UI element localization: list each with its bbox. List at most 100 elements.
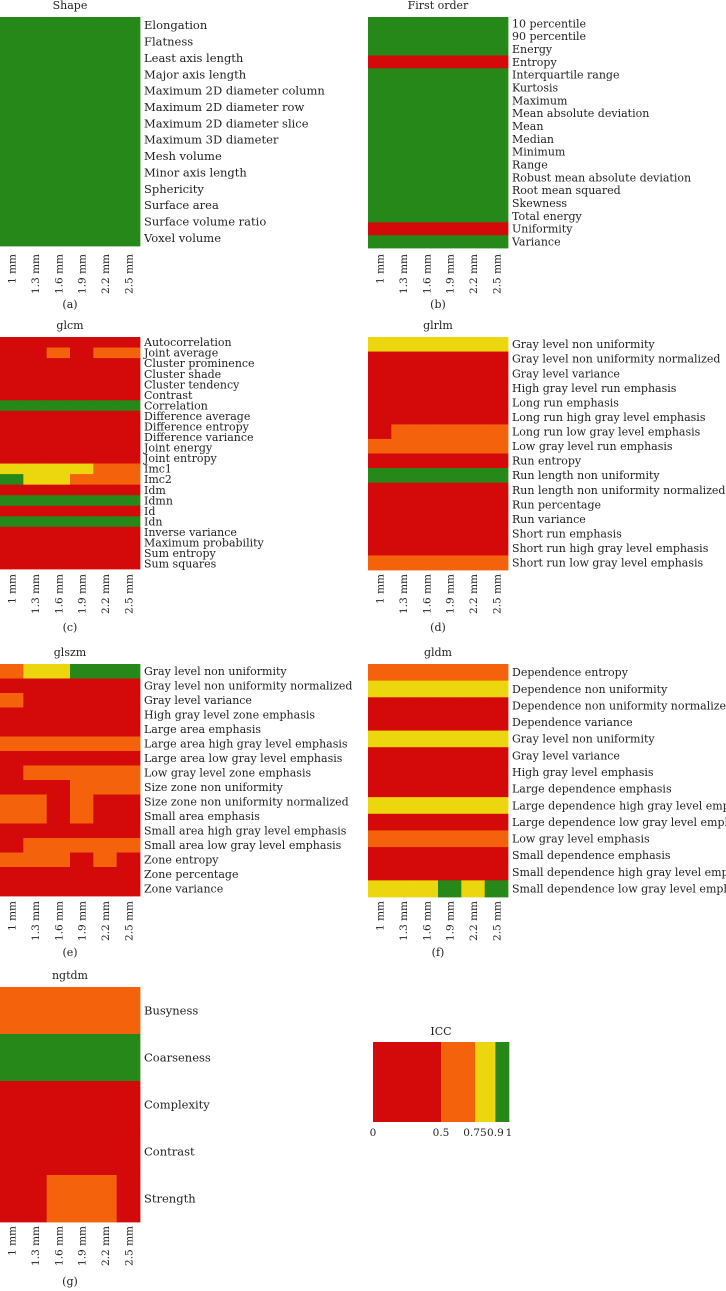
heatmap-cell — [391, 55, 416, 69]
heatmap-cell — [69, 852, 94, 868]
heatmap-cell — [461, 863, 486, 881]
legend-swatch — [373, 1042, 442, 1122]
heatmap-cell — [414, 453, 439, 469]
legend-tick-label: 0.9 — [487, 1127, 504, 1139]
heatmap-cell — [484, 763, 509, 781]
heatmap-cell — [461, 351, 486, 367]
heatmap-cell — [391, 94, 416, 108]
heatmap-cell — [93, 881, 118, 897]
heatmap-cell — [69, 98, 94, 116]
row-label: Size zone non uniformity normalized — [144, 796, 349, 809]
heatmap-cell — [93, 867, 118, 882]
heatmap-cell — [23, 722, 48, 737]
heatmap-cell — [93, 722, 118, 737]
heatmap-cell — [116, 526, 141, 538]
heatmap-cell — [484, 863, 509, 881]
heatmap-cell — [484, 797, 509, 815]
heatmap-cell — [368, 664, 392, 682]
heatmap-cell — [0, 516, 24, 528]
column-tick-label: 2.5 mm — [491, 901, 503, 941]
row-label: Zone percentage — [144, 868, 238, 881]
panel-letter: (e) — [62, 946, 77, 959]
heatmap-cell — [484, 497, 509, 513]
row-label: Energy — [512, 43, 553, 56]
heatmap-cell — [391, 235, 416, 249]
heatmap-cell — [116, 537, 141, 549]
heatmap-cell — [484, 697, 509, 715]
heatmap-cell — [93, 368, 118, 380]
heatmap-cell — [414, 395, 439, 411]
heatmap-cell — [437, 424, 462, 440]
heatmap-cell — [69, 526, 94, 538]
heatmap-cell — [461, 119, 486, 133]
heatmap-cell — [437, 29, 462, 44]
heatmap-cell — [116, 838, 141, 853]
panel-title: glcm — [56, 319, 84, 332]
row-label: Long run high gray level emphasis — [512, 411, 706, 424]
heatmap-cell — [93, 33, 118, 51]
heatmap-cell — [414, 680, 439, 698]
heatmap-cell — [391, 366, 416, 382]
heatmap-cell — [484, 555, 509, 571]
row-label: Maximum probability — [144, 536, 265, 549]
heatmap-cell — [414, 351, 439, 367]
heatmap-cell — [368, 119, 392, 133]
row-label: High gray level zone emphasis — [144, 709, 315, 722]
heatmap-cell — [23, 547, 48, 559]
heatmap-cell — [69, 537, 94, 549]
heatmap-cell — [391, 540, 416, 556]
heatmap-cell — [368, 235, 392, 249]
heatmap-cell — [116, 131, 141, 149]
row-label: Entropy — [512, 56, 557, 69]
heatmap-cell — [69, 809, 94, 824]
heatmap-cell — [484, 511, 509, 527]
heatmap-cell — [414, 880, 439, 898]
column-tick-label: 1.6 mm — [53, 1226, 65, 1266]
heatmap-cell — [461, 830, 486, 848]
heatmap-cell — [23, 852, 48, 868]
row-label: High gray level emphasis — [512, 766, 654, 779]
heatmap-cell — [116, 794, 141, 810]
heatmap-cell — [23, 765, 48, 781]
heatmap-cell — [0, 526, 24, 538]
panel-letter: (a) — [62, 298, 77, 311]
heatmap-cell — [368, 830, 392, 848]
heatmap-cell — [69, 516, 94, 528]
heatmap-cell — [0, 751, 24, 766]
heatmap-cell — [23, 707, 48, 723]
heatmap-cell — [23, 474, 48, 486]
heatmap-cell — [391, 81, 416, 95]
heatmap-cell — [69, 484, 94, 496]
heatmap-cell — [437, 158, 462, 172]
row-label: Cluster tendency — [144, 378, 240, 391]
heatmap-cell — [391, 171, 416, 185]
heatmap-cell — [116, 17, 141, 34]
heatmap-cell — [461, 183, 486, 198]
heatmap-cell — [93, 453, 118, 464]
heatmap-cell — [69, 867, 94, 882]
heatmap-cell — [23, 180, 48, 198]
heatmap-cell — [391, 158, 416, 172]
heatmap-cell — [437, 351, 462, 367]
heatmap-cell — [46, 1081, 71, 1129]
heatmap-cell — [93, 379, 118, 391]
heatmap-cell — [437, 863, 462, 881]
heatmap-cell — [46, 98, 71, 116]
heatmap-cell — [0, 389, 24, 401]
heatmap-cell — [414, 29, 439, 44]
heatmap-cell — [46, 987, 71, 1035]
heatmap-cell — [46, 164, 71, 181]
heatmap-cell — [484, 424, 509, 440]
heatmap-cell — [69, 115, 94, 132]
heatmap-cell — [368, 337, 392, 352]
heatmap-cell — [0, 474, 24, 486]
heatmap-cell — [368, 863, 392, 881]
heatmap-cell — [23, 1128, 48, 1176]
heatmap-cell — [461, 235, 486, 249]
heatmap-cell — [23, 115, 48, 132]
heatmap-cell — [437, 183, 462, 198]
heatmap-cell — [93, 421, 118, 433]
heatmap-cell — [23, 147, 48, 165]
heatmap-cell — [46, 115, 71, 132]
row-label: Median — [512, 133, 554, 146]
